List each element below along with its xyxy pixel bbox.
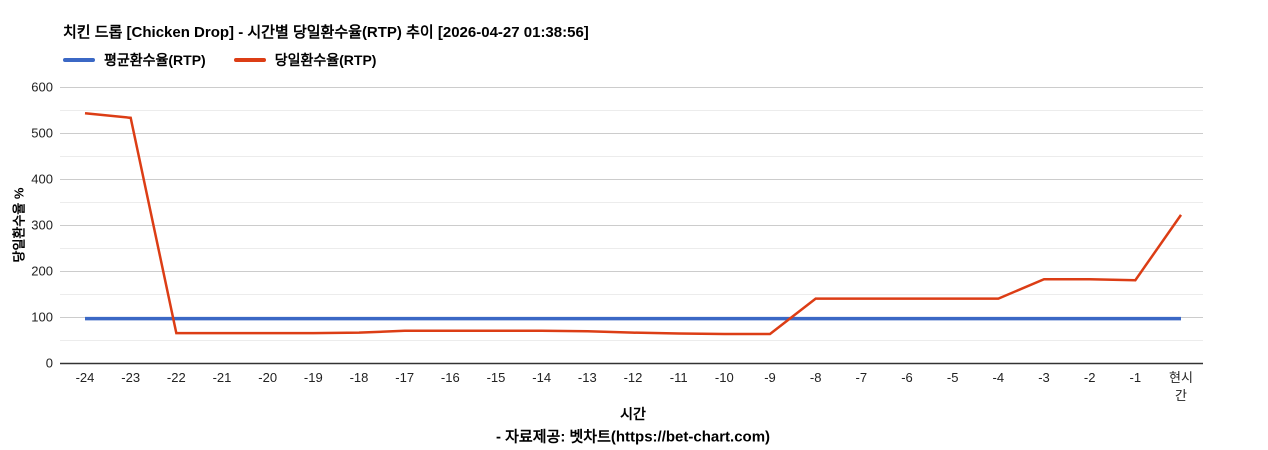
x-tick-label: -14: [532, 370, 551, 385]
x-axis-title: 시간: [620, 406, 646, 422]
x-tick-label: -15: [487, 370, 506, 385]
chart-legend: 평균환수율(RTP) 당일환수율(RTP): [63, 50, 376, 70]
x-tick-label: -23: [121, 370, 140, 385]
x-tick-label: -1: [1130, 370, 1142, 385]
y-tick-label: 100: [31, 310, 53, 325]
x-tick-label: -5: [947, 370, 959, 385]
legend-label-daily-rtp: 당일환수율(RTP): [274, 52, 377, 68]
legend-swatch-daily-rtp-icon: [233, 58, 266, 62]
x-tick-label: -11: [670, 370, 688, 385]
y-tick-label: 0: [46, 356, 53, 371]
x-tick-label: -2: [1084, 370, 1096, 385]
x-tick-label: -22: [167, 370, 186, 385]
x-tick-label: -16: [441, 370, 460, 385]
y-tick-label: 400: [31, 172, 53, 187]
y-tick-label: 500: [31, 126, 53, 141]
y-tick-label: 200: [31, 264, 53, 279]
y-tick-label: 600: [31, 80, 53, 95]
x-tick-label: -13: [578, 370, 597, 385]
legend-item-daily-rtp: 당일환수율(RTP): [233, 50, 377, 70]
x-tick-label: -24: [76, 370, 95, 385]
x-tick-label: -9: [764, 370, 776, 385]
x-tick-label: -10: [715, 370, 734, 385]
legend-label-avg-rtp: 평균환수율(RTP): [104, 52, 206, 68]
x-tick-label: -8: [810, 370, 822, 385]
y-tick-label: 300: [31, 218, 53, 233]
x-tick-label: -3: [1038, 370, 1050, 385]
x-tick-label: -18: [350, 370, 369, 385]
x-tick-label: -17: [395, 370, 414, 385]
legend-item-avg-rtp: 평균환수율(RTP): [63, 50, 206, 70]
x-tick-label: -19: [304, 370, 323, 385]
legend-swatch-avg-rtp-icon: [63, 58, 95, 62]
x-tick-label: -20: [258, 370, 277, 385]
x-tick-label: -7: [856, 370, 868, 385]
x-tick-label: -21: [213, 370, 232, 385]
chart-title: 치킨 드롭 [Chicken Drop] - 시간별 당일환수율(RTP) 추이…: [63, 24, 589, 41]
x-tick-label: 현시 간: [1169, 370, 1193, 403]
data-source-note: - 자료제공: 벳차트(https://bet-chart.com): [495, 428, 771, 446]
x-tick-label: -12: [624, 370, 643, 385]
daily-rtp-line: [84, 111, 1183, 336]
x-tick-label: -6: [901, 370, 913, 385]
x-tick-label: -4: [993, 370, 1005, 385]
